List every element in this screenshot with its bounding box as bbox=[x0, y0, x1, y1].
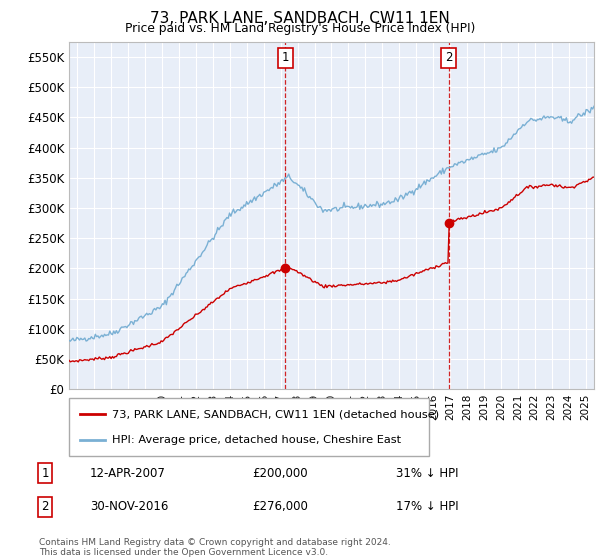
Text: £200,000: £200,000 bbox=[252, 466, 308, 480]
Text: 73, PARK LANE, SANDBACH, CW11 1EN: 73, PARK LANE, SANDBACH, CW11 1EN bbox=[150, 11, 450, 26]
Text: 30-NOV-2016: 30-NOV-2016 bbox=[90, 500, 169, 514]
Text: 2: 2 bbox=[41, 500, 49, 514]
Text: HPI: Average price, detached house, Cheshire East: HPI: Average price, detached house, Ches… bbox=[112, 435, 401, 445]
Text: 12-APR-2007: 12-APR-2007 bbox=[90, 466, 166, 480]
Text: 1: 1 bbox=[41, 466, 49, 480]
FancyBboxPatch shape bbox=[69, 398, 429, 456]
Text: Contains HM Land Registry data © Crown copyright and database right 2024.
This d: Contains HM Land Registry data © Crown c… bbox=[39, 538, 391, 557]
Text: 17% ↓ HPI: 17% ↓ HPI bbox=[396, 500, 458, 514]
Text: 1: 1 bbox=[281, 51, 289, 64]
Text: 73, PARK LANE, SANDBACH, CW11 1EN (detached house): 73, PARK LANE, SANDBACH, CW11 1EN (detac… bbox=[112, 409, 439, 419]
Text: £276,000: £276,000 bbox=[252, 500, 308, 514]
Text: 31% ↓ HPI: 31% ↓ HPI bbox=[396, 466, 458, 480]
Text: Price paid vs. HM Land Registry's House Price Index (HPI): Price paid vs. HM Land Registry's House … bbox=[125, 22, 475, 35]
Text: 2: 2 bbox=[445, 51, 452, 64]
